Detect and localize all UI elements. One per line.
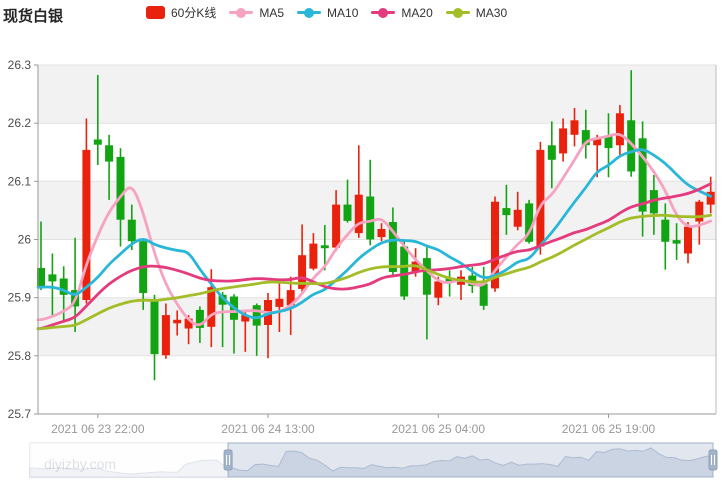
page-title: 现货白银 <box>3 8 64 25</box>
candle-body <box>684 226 692 254</box>
candle-body <box>672 240 681 244</box>
candle-body <box>286 290 295 306</box>
legend-label: MA5 <box>259 5 285 20</box>
legend-item-ma5[interactable]: MA5 <box>229 6 284 20</box>
candle-body <box>388 222 397 272</box>
kline-series-icon <box>146 6 165 19</box>
y-axis-label: 25.9 <box>8 291 32 305</box>
candle-body <box>604 136 613 149</box>
x-axis-label: 2021 06 24 13:00 <box>221 422 315 436</box>
candle-body <box>218 294 227 305</box>
candle-body <box>252 305 261 326</box>
candle-body <box>354 194 363 234</box>
candle-body <box>491 201 499 289</box>
candle-body <box>661 219 670 242</box>
legend-item-ma30[interactable]: MA30 <box>445 5 508 20</box>
candle-body <box>366 196 375 240</box>
y-axis-label: 25.7 <box>8 407 32 421</box>
candlestick-chart[interactable]: 26.3 26.2 26.1 26 25.9 25.8 25.7 2021 06 23 22:… <box>0 30 723 484</box>
datazoom-handle-left[interactable] <box>223 449 233 471</box>
candle-body <box>627 120 636 172</box>
candle-body <box>525 203 534 242</box>
candle-body <box>127 219 136 242</box>
candle-body <box>195 309 204 328</box>
candle-body <box>207 287 216 327</box>
candle-body <box>479 283 488 306</box>
candle-body <box>275 298 284 307</box>
legend-label: 60分K线 <box>171 6 217 20</box>
candle-body <box>400 246 409 297</box>
candle-body <box>241 315 250 322</box>
candle-body <box>649 190 658 214</box>
y-axis-label: 26.1 <box>8 174 32 188</box>
legend-item-ma20[interactable]: MA20 <box>371 5 433 20</box>
legend-label: MA20 <box>401 5 433 20</box>
candle-body <box>37 268 45 287</box>
candle-body <box>161 315 170 356</box>
candle-body <box>581 130 590 146</box>
line-series-icon <box>297 6 322 19</box>
chart-header: 现货白银 60分K线 MA5 MA10 MA20 MA30 <box>0 0 723 30</box>
candle-body <box>502 208 511 216</box>
candle-body <box>320 245 329 249</box>
candle-body <box>513 209 522 227</box>
split-area-band <box>38 65 716 124</box>
datazoom-window[interactable] <box>227 442 714 478</box>
y-axis-label: 26 <box>18 233 32 247</box>
candle-body <box>593 138 602 146</box>
x-axis-label: 2021 06 25 04:00 <box>392 422 486 436</box>
legend-label: MA10 <box>327 5 359 20</box>
candle-body <box>59 278 68 295</box>
candle-body <box>706 191 715 205</box>
candle-body <box>638 138 647 212</box>
candle-body <box>570 120 579 135</box>
ma30-line <box>36 213 713 331</box>
candle-body <box>298 255 307 289</box>
split-area-band <box>38 181 716 240</box>
x-axis-label: 2021 06 23 22:00 <box>51 422 145 436</box>
candle-body <box>116 156 125 220</box>
ma20-line <box>36 182 713 331</box>
datazoom-unselected <box>30 443 229 477</box>
candle-body <box>559 128 568 154</box>
candle-body <box>695 201 704 222</box>
y-axis-label: 26.2 <box>8 116 32 130</box>
candle-body <box>173 319 182 324</box>
line-series-icon <box>229 6 254 19</box>
candle-body <box>48 274 57 282</box>
x-axis-label: 2021 06 25 19:00 <box>562 422 656 436</box>
y-axis-label: 26.3 <box>8 58 32 72</box>
candle-body <box>93 139 102 145</box>
candle-body <box>445 278 454 282</box>
ma10-line <box>36 148 713 320</box>
candle-body <box>82 149 91 300</box>
split-area-band <box>38 297 716 356</box>
candle-body <box>309 243 318 269</box>
line-series-icon <box>371 6 396 19</box>
legend-label: MA30 <box>475 5 508 20</box>
ma5-line <box>36 132 713 327</box>
candle-body <box>332 204 341 248</box>
candle-body <box>184 318 193 329</box>
candle-body <box>422 258 431 295</box>
kline-svg[interactable]: 26.3 26.2 26.1 26 25.9 25.8 25.7 2021 06 23 22:… <box>0 30 723 484</box>
datazoom-handle-right[interactable] <box>708 449 718 471</box>
legend-item-kline[interactable]: 60分K线 <box>146 4 216 21</box>
candle-body <box>536 149 545 247</box>
watermark: diyizby.com <box>44 456 116 472</box>
y-axis-label: 25.8 <box>8 349 32 363</box>
candle-body <box>150 299 159 355</box>
legend-item-ma10[interactable]: MA10 <box>297 6 358 20</box>
line-series-icon <box>445 6 470 19</box>
chart-legend: 60分K线 MA5 MA10 MA20 MA30 <box>146 4 507 21</box>
candle-body <box>377 229 386 238</box>
candle-body <box>547 145 556 160</box>
candle-body <box>343 204 352 221</box>
candle-body <box>615 113 624 146</box>
candle-body <box>105 145 114 162</box>
candle-body <box>434 281 443 298</box>
datazoom-slider[interactable]: diyizby.com <box>29 442 718 478</box>
